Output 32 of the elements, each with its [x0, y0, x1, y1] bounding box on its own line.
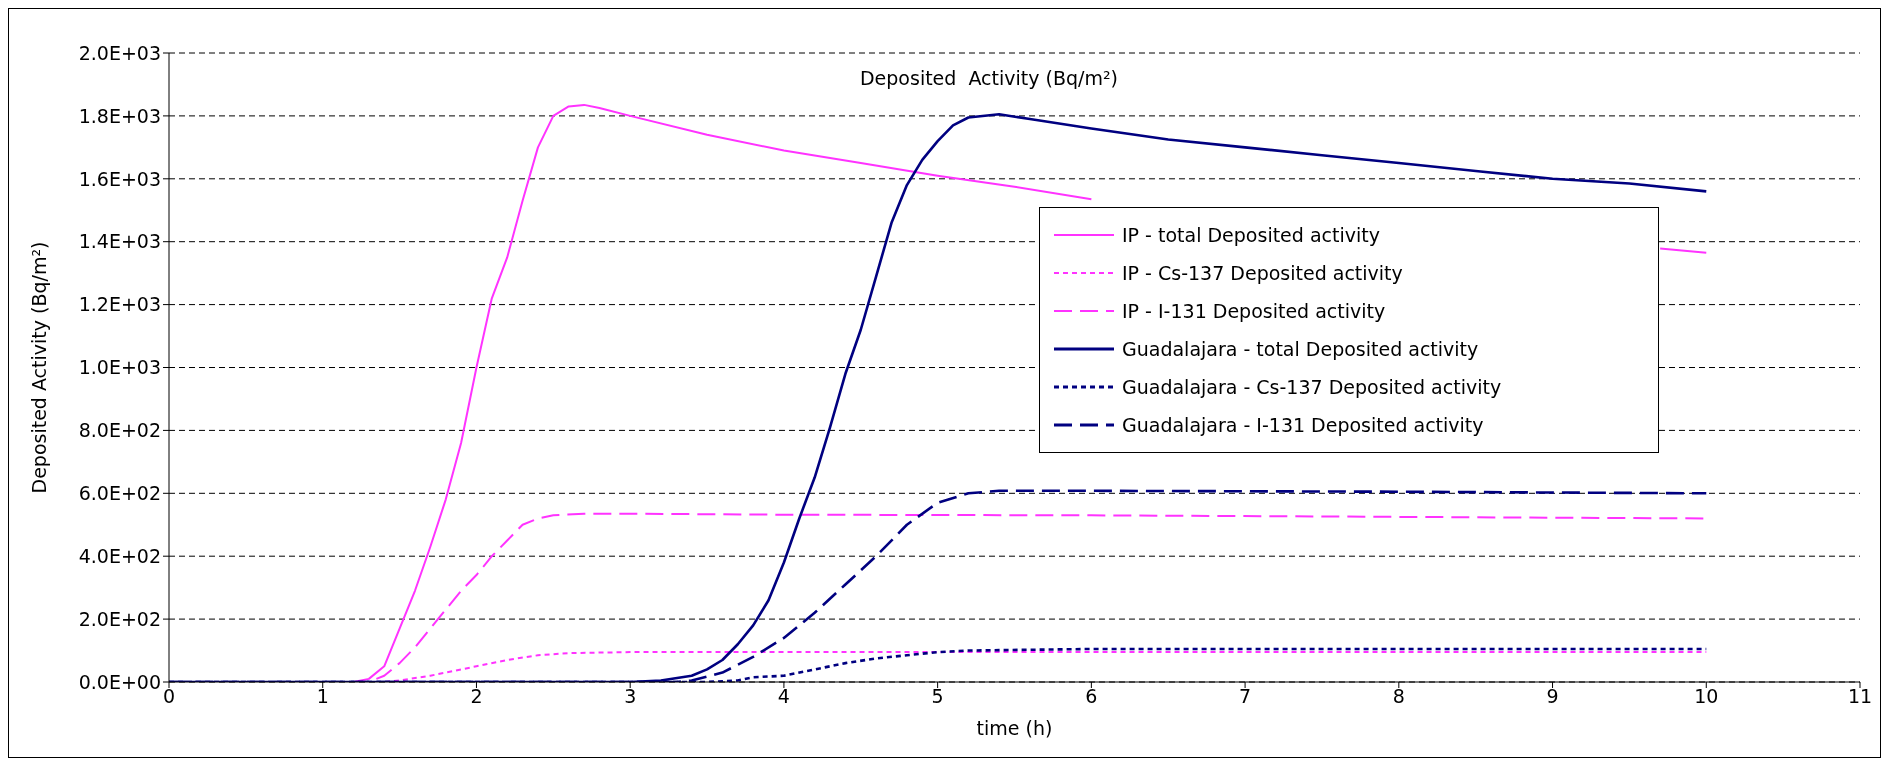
x-tick-label: 0	[162, 685, 176, 708]
x-tick-label: 8	[1392, 685, 1405, 708]
x-tick-label: 4	[777, 685, 790, 708]
text: Deposited Activity (Bq/m²)	[859, 67, 1119, 89]
y-tick-label: 8.0E+02	[78, 419, 161, 442]
legend-label: IP - total Deposited activity	[1122, 224, 1380, 246]
y-tick-label: 0.0E+00	[78, 670, 161, 693]
x-tick-label: 10	[1694, 685, 1719, 708]
legend-label: IP - Cs-137 Deposited activity	[1122, 262, 1403, 284]
x-tick-label: 1	[316, 685, 329, 708]
legend-label: Guadalajara - Cs-137 Deposited activity	[1122, 376, 1502, 398]
y-tick-label: 2.0E+02	[78, 607, 161, 630]
y-axis-title: Deposited Activity (Bq/m²)	[27, 241, 50, 494]
x-tick-label: 7	[1239, 685, 1252, 708]
y-tick-label: 1.2E+03	[78, 293, 161, 316]
y-tick-label: 6.0E+02	[78, 482, 161, 505]
x-tick-label: 11	[1847, 685, 1873, 708]
y-tick-label: 1.0E+03	[78, 356, 161, 379]
y-tick-label: 2.0E+03	[78, 41, 161, 64]
y-tick-label: 1.8E+03	[78, 104, 161, 127]
x-tick-label: 9	[1546, 685, 1559, 708]
y-tick-label: 4.0E+02	[78, 544, 161, 567]
x-tick-label: 2	[470, 685, 483, 708]
x-tick-label: 3	[624, 685, 637, 708]
y-tick-label: 1.4E+03	[78, 230, 161, 253]
legend-label: Guadalajara - I-131 Deposited activity	[1122, 414, 1484, 436]
y-tick-label: 1.6E+03	[78, 167, 161, 190]
legend-label: IP - I-131 Deposited activity	[1122, 300, 1386, 322]
x-tick-label: 5	[931, 685, 944, 708]
legend-label: Guadalajara - total Deposited activity	[1122, 338, 1479, 360]
x-axis-title: time (h)	[976, 717, 1053, 739]
x-tick-label: 6	[1085, 685, 1098, 708]
